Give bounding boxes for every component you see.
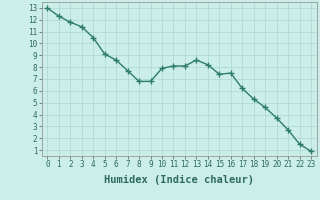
X-axis label: Humidex (Indice chaleur): Humidex (Indice chaleur) xyxy=(104,175,254,185)
